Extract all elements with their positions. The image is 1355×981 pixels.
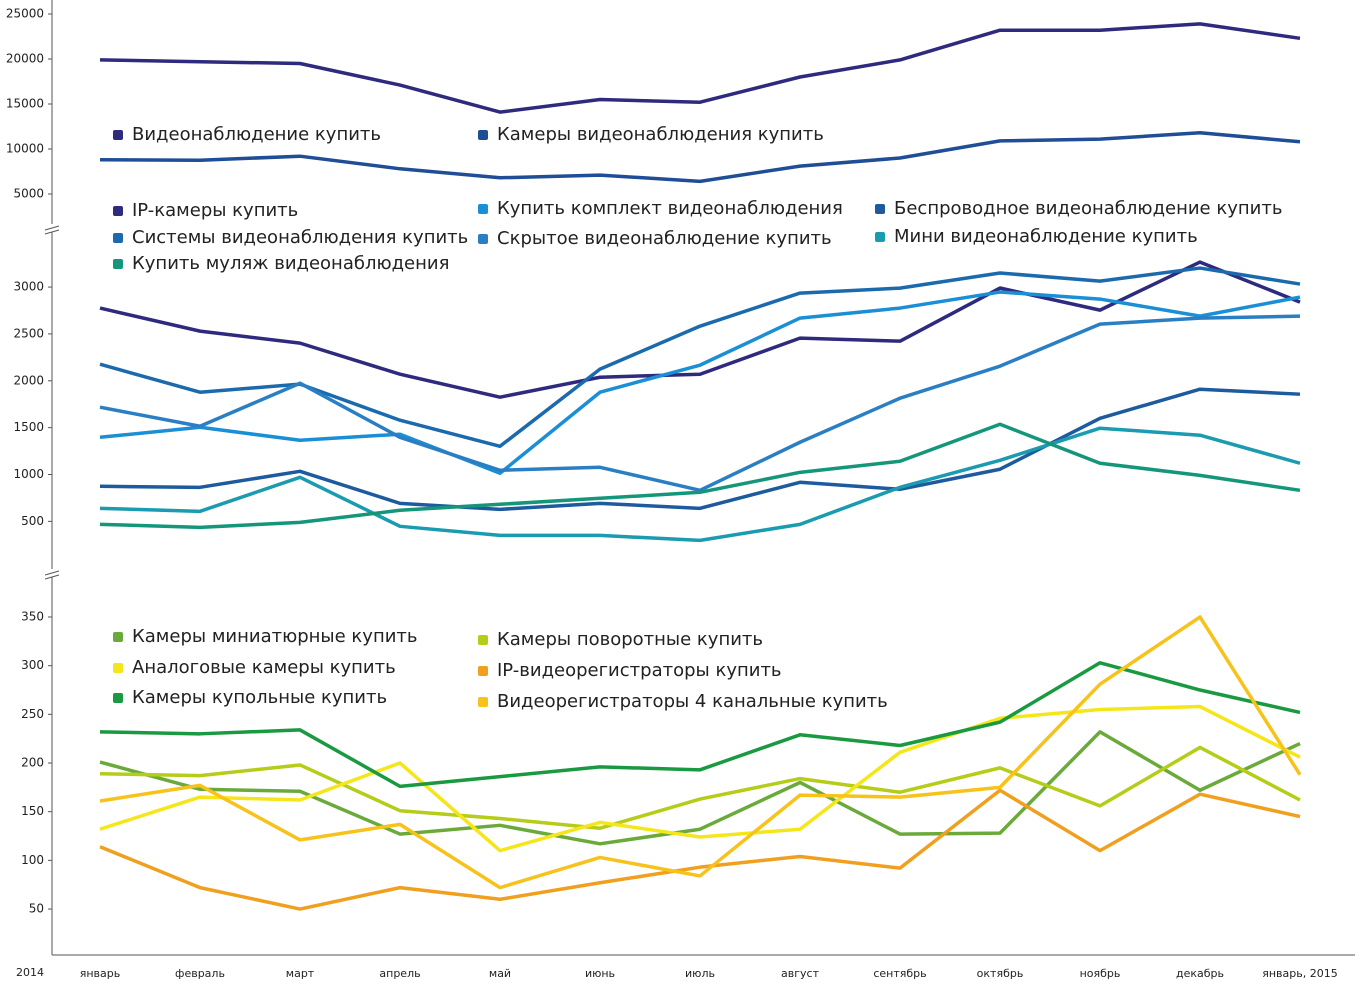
x-tick-label: август xyxy=(781,967,820,980)
series-line xyxy=(99,387,1301,512)
y-tick-label: 350 xyxy=(21,610,44,624)
legend-label: IP-видеорегистраторы купить xyxy=(497,660,782,681)
axis-break xyxy=(44,574,60,580)
series-line xyxy=(99,661,1301,789)
legend-label: Камеры купольные купить xyxy=(132,687,387,708)
x-tick-label: январь, 2015 xyxy=(1262,967,1338,980)
y-tick-label: 300 xyxy=(21,658,44,672)
series-line xyxy=(99,615,1302,890)
legend-swatch xyxy=(478,635,488,645)
x-tick-label: февраль xyxy=(175,967,225,980)
y-tick-label: 20000 xyxy=(6,52,44,66)
legend-label: Скрытое видеонаблюдение купить xyxy=(497,228,832,249)
x-tick-label: март xyxy=(286,967,315,980)
axis-break xyxy=(44,229,60,235)
y-tick-label: 5000 xyxy=(13,187,44,201)
legend-swatch xyxy=(113,632,123,642)
y-tick-label: 10000 xyxy=(6,142,44,156)
y-tick-label: 25000 xyxy=(6,7,44,21)
x-tick-label: ноябрь xyxy=(1080,967,1121,980)
series-line xyxy=(99,22,1301,114)
x-tick-label: январь xyxy=(80,967,121,980)
legend-swatch xyxy=(478,204,488,214)
x-tick-label: апрель xyxy=(379,967,420,980)
legend-swatch xyxy=(113,693,123,703)
legend-label: Видеорегистраторы 4 канальные купить xyxy=(497,691,888,712)
legend-swatch xyxy=(113,233,123,243)
legend-label: Видеонаблюдение купить xyxy=(132,124,381,145)
legend-swatch xyxy=(113,259,123,269)
series-line xyxy=(99,788,1301,911)
x-tick-label: сентябрь xyxy=(873,967,926,980)
axis-break xyxy=(44,225,60,231)
x-tick-label: июль xyxy=(685,967,715,980)
legend-swatch xyxy=(875,232,885,242)
y-tick-label: 50 xyxy=(29,902,44,916)
legend-swatch xyxy=(113,130,123,140)
legend-swatch xyxy=(113,206,123,216)
y-tick-label: 500 xyxy=(21,514,44,528)
x-tick-label: декабрь xyxy=(1176,967,1224,980)
y-tick-label: 15000 xyxy=(6,97,44,111)
series-line xyxy=(99,260,1301,399)
legend-label: Купить муляж видеонаблюдения xyxy=(132,253,449,274)
y-tick-label: 2000 xyxy=(13,373,44,387)
legend-swatch xyxy=(478,666,488,676)
legend-swatch xyxy=(478,697,488,707)
series-line xyxy=(99,290,1301,476)
legend-swatch xyxy=(478,130,488,140)
legend-label: Мини видеонаблюдение купить xyxy=(894,226,1198,247)
series-line xyxy=(99,730,1301,846)
legend-label: IP-камеры купить xyxy=(132,200,298,221)
legend-label: Беспроводное видеонаблюдение купить xyxy=(894,198,1282,219)
series-line xyxy=(99,422,1301,530)
legend-swatch xyxy=(875,204,885,214)
y-tick-label: 250 xyxy=(21,707,44,721)
x-tick-label: октябрь xyxy=(977,967,1024,980)
legend-swatch xyxy=(113,663,123,673)
legend-label: Камеры видеонаблюдения купить xyxy=(497,124,824,145)
y-tick-label: 150 xyxy=(21,804,44,818)
legend-label: Камеры миниатюрные купить xyxy=(132,626,418,647)
year-label: 2014 xyxy=(16,966,44,979)
series-line xyxy=(99,426,1301,543)
y-tick-label: 2500 xyxy=(13,326,44,340)
axis-break xyxy=(44,570,60,576)
y-tick-label: 100 xyxy=(21,853,44,867)
legend-label: Системы видеонаблюдения купить xyxy=(132,227,468,248)
series-line xyxy=(99,745,1301,830)
series-line xyxy=(99,266,1301,449)
series-line xyxy=(99,131,1301,184)
series-line xyxy=(99,314,1301,493)
y-tick-label: 200 xyxy=(21,756,44,770)
y-tick-label: 1500 xyxy=(13,420,44,434)
y-tick-label: 3000 xyxy=(13,280,44,294)
y-tick-label: 1000 xyxy=(13,467,44,481)
series-line xyxy=(99,704,1301,853)
legend-swatch xyxy=(478,234,488,244)
legend-label: Камеры поворотные купить xyxy=(497,629,763,650)
legend-label: Купить комплект видеонаблюдения xyxy=(497,198,843,219)
legend-label: Аналоговые камеры купить xyxy=(132,657,396,678)
x-tick-label: май xyxy=(489,967,511,980)
x-tick-label: июнь xyxy=(585,967,615,980)
